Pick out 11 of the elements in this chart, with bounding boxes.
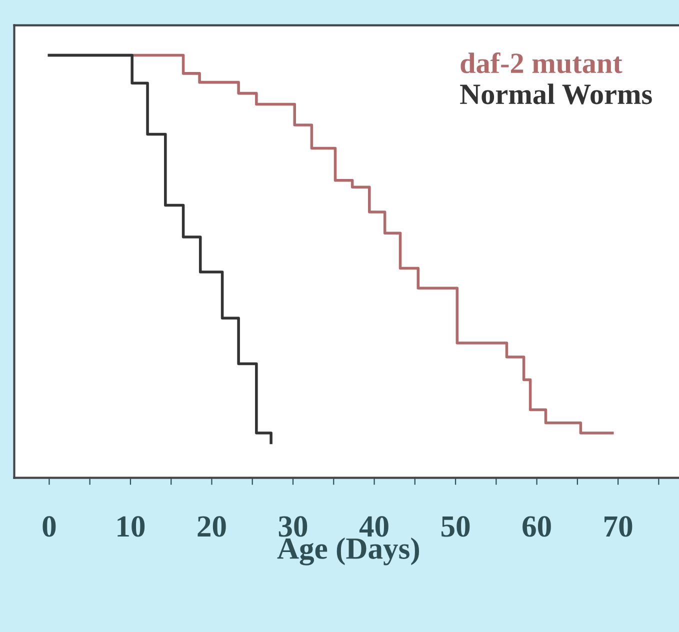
text: Normal Worms (460, 84, 652, 104)
x-tick-label: 40 (359, 516, 388, 537)
x-axis-title: Age (Days) (277, 537, 420, 566)
text: daf-2 mutant (460, 52, 622, 74)
x-tick-label: 70 (604, 516, 632, 537)
x-tick-label: 30 (278, 516, 308, 537)
x-tick-label: 20 (198, 516, 226, 537)
x-tick-label: 0 (42, 516, 56, 537)
x-tick-label: 60 (522, 516, 551, 537)
x-tick-label: 50 (441, 516, 470, 537)
x-tick-label: 10 (118, 516, 145, 537)
